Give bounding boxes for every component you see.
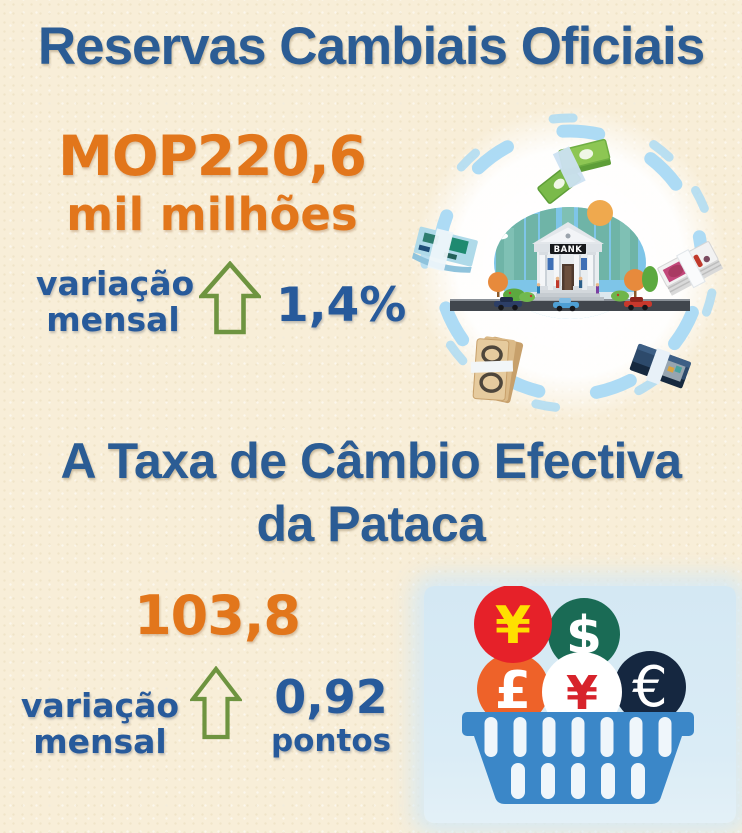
yen-coin-red xyxy=(474,586,552,663)
currency-basket-illustration: $ € £ ¥ ¥ xyxy=(424,586,736,823)
reserves-value-unit: mil milhões xyxy=(66,187,358,241)
exchange-variation-value-block: 0,92 pontos xyxy=(258,672,404,757)
reserves-value: MOP220,6 xyxy=(58,124,367,188)
variation-label-line2: mensal xyxy=(46,300,180,340)
svg-text:£: £ xyxy=(495,661,531,721)
reserves-value-block: MOP220,6 mil milhões xyxy=(0,124,424,241)
car-light-blue xyxy=(553,298,579,312)
variation-label-line2: mensal xyxy=(33,722,167,762)
up-arrow-icon xyxy=(199,261,261,335)
svg-text:€: € xyxy=(632,655,668,720)
bank-windows xyxy=(547,258,587,270)
car-red xyxy=(624,297,652,311)
bank-sign-text: BANK xyxy=(554,245,583,255)
euro-coin xyxy=(614,651,686,723)
svg-text:¥: ¥ xyxy=(495,596,531,656)
bank-building: BANK xyxy=(532,222,604,301)
exchange-rate-title: A Taxa de Câmbio Efectiva da Pataca xyxy=(0,430,742,556)
exchange-variation-unit: pontos xyxy=(270,722,392,759)
bank-columns xyxy=(539,252,596,290)
banknotes-navy xyxy=(629,343,691,389)
circulation-dashes-icon xyxy=(420,113,720,413)
reserves-title: Reservas Cambiais Oficiais xyxy=(37,17,705,76)
variation-label-line1: variação xyxy=(20,686,180,725)
variation-label-line1: variação xyxy=(36,264,195,303)
basket-icon xyxy=(462,712,694,804)
reserves-variation-value: 1,4% xyxy=(276,278,407,333)
banknotes-tan xyxy=(470,336,524,404)
svg-text:¥: ¥ xyxy=(566,666,598,720)
bank-illustration: BANK xyxy=(390,106,742,424)
banknotes-green xyxy=(537,138,611,204)
car-dark-blue xyxy=(494,297,522,311)
exchange-rate-title-line1: A Taxa de Câmbio Efectiva xyxy=(60,433,682,489)
pound-coin xyxy=(477,653,549,725)
people xyxy=(536,276,600,294)
exchange-rate-value: 103,8 xyxy=(134,584,301,647)
exchange-variation-label: variação mensal xyxy=(20,686,180,762)
dollar-coin xyxy=(548,598,620,670)
sun-icon xyxy=(587,200,613,226)
exchange-rate-title-line2: da Pataca xyxy=(256,496,486,552)
trees xyxy=(488,266,658,302)
bank-sign xyxy=(550,243,586,254)
exchange-variation-value: 0,92 xyxy=(274,670,388,724)
banknotes-pink xyxy=(657,241,724,296)
reserves-variation-label: variação mensal xyxy=(36,264,195,340)
banknote-teal xyxy=(412,226,478,273)
up-arrow-icon xyxy=(190,666,242,740)
